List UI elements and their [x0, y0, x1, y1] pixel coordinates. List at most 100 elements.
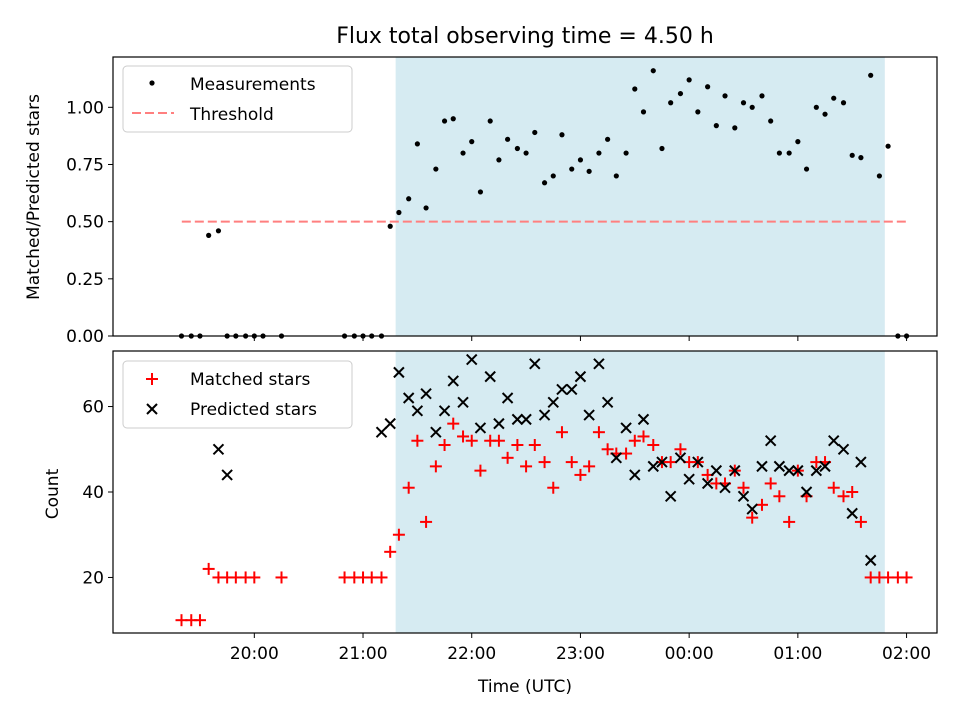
predicted-star-point: [212, 443, 225, 455]
predicted-star-point: [800, 486, 813, 498]
predicted-star-stroke-b: [819, 460, 831, 473]
predicted-star-point: [384, 417, 396, 430]
matched-star-point: [647, 439, 660, 451]
measurement-point: [414, 141, 420, 147]
predicted-star-stroke-b: [411, 405, 424, 417]
predicted-star-stroke-b: [773, 460, 786, 473]
predicted-star-point: [466, 353, 478, 366]
matched-star-point: [384, 545, 397, 558]
measurement-point: [740, 100, 747, 106]
matched-star-point: [565, 456, 578, 469]
matched-star-point: [846, 486, 859, 498]
top-legend-box: [122, 65, 353, 133]
measurement-point: [803, 166, 810, 172]
predicted-star-point: [719, 482, 731, 494]
bottom-legend-box: [122, 360, 353, 429]
matched-star-point: [592, 426, 605, 439]
measurement-point: [623, 150, 629, 156]
measurement-point: [550, 173, 556, 179]
predicted-star-stroke-b: [746, 503, 758, 515]
measurement-point: [505, 136, 511, 142]
matched-star-point: [438, 439, 451, 451]
predicted-star-stroke-b: [620, 422, 632, 434]
top-y-tick-label: 0.75: [66, 155, 104, 175]
predicted-star-stroke-b: [756, 460, 768, 473]
top-legend: Measurements Threshold: [122, 65, 353, 133]
legend-matched-label: Matched stars: [190, 370, 310, 390]
measurement-point: [450, 116, 456, 122]
measurement-point: [514, 145, 520, 152]
predicted-star-stroke-b: [729, 464, 741, 477]
matched-star-point: [900, 571, 913, 584]
predicted-star-stroke-b: [420, 388, 432, 400]
measurement-point: [523, 150, 529, 156]
matched-star-point: [674, 443, 687, 456]
predicted-star-point: [683, 473, 695, 485]
chart-title: Flux total observing time = 4.50 h: [336, 24, 714, 49]
matched-star-point: [637, 430, 650, 443]
measurement-point: [433, 166, 439, 172]
predicted-star-point: [656, 456, 668, 468]
predicted-star-point: [846, 507, 858, 520]
measurement-point: [849, 152, 855, 158]
measurement-point: [749, 104, 755, 110]
predicted-star-stroke-b: [583, 409, 595, 421]
predicted-star-point: [484, 370, 496, 383]
predicted-star-point: [647, 460, 659, 473]
x-tick-label: 00:00: [665, 644, 714, 664]
measurement-point: [695, 109, 701, 115]
measurement-point: [460, 150, 466, 156]
bottom-plot-marks: [175, 353, 913, 627]
measurement-point: [776, 150, 782, 156]
measurement-point: [487, 118, 493, 124]
predicted-star-stroke-b: [800, 486, 813, 498]
matched-star-point: [520, 460, 533, 473]
predicted-star-point: [828, 435, 840, 447]
measurement-point: [477, 189, 484, 195]
matched-star-point: [583, 460, 596, 473]
predicted-star-point: [511, 413, 524, 426]
top-panel: 0.00 0.25 0.50 0.75 1.00 Matched/Predicted s…: [24, 56, 938, 347]
matched-star-point: [501, 451, 514, 464]
predicted-star-point: [501, 392, 514, 404]
matched-star-point: [827, 481, 840, 494]
legend-threshold-label: Threshold: [189, 105, 274, 125]
measurement-point: [441, 118, 448, 124]
bottom-panel: 20 40 60 20:00 21:00 22:00 23:00 00:00 01:00 02:0…: [43, 350, 938, 697]
predicted-star-stroke-b: [402, 392, 415, 404]
predicted-star-point: [783, 464, 795, 477]
predicted-star-stroke-b: [393, 366, 405, 379]
measurement-point: [732, 125, 738, 131]
predicted-star-stroke-b: [792, 464, 804, 477]
predicted-star-point: [438, 405, 451, 417]
matched-star-point: [492, 434, 505, 447]
predicted-star-stroke-b: [547, 396, 559, 408]
matched-star-point: [202, 562, 215, 575]
matched-star-point: [402, 481, 415, 494]
top-y-tick-label: 0.25: [66, 270, 104, 290]
measurement-point: [469, 139, 475, 145]
predicted-star-point: [837, 443, 850, 455]
measurement-point: [215, 228, 222, 234]
predicted-star-stroke-b: [664, 490, 677, 502]
matched-star-point: [248, 571, 261, 584]
matched-star-point: [574, 468, 587, 481]
predicted-star-stroke-b: [474, 422, 487, 434]
top-y-tick-label: 1.00: [66, 98, 104, 118]
predicted-star-point: [810, 464, 823, 477]
predicted-star-point: [420, 388, 432, 400]
matched-star-point: [474, 464, 487, 477]
matched-star-point: [547, 481, 560, 494]
matched-star-point: [628, 434, 641, 447]
predicted-star-point: [221, 469, 233, 481]
measurement-point: [559, 132, 565, 138]
predicted-star-point: [773, 460, 786, 473]
bottom-y-tick-label: 40: [82, 483, 104, 503]
predicted-star-stroke-b: [683, 473, 695, 485]
measurement-point: [722, 93, 728, 99]
bottom-y-axis-label: Count: [43, 468, 63, 519]
x-tick-label: 22:00: [447, 644, 496, 664]
matched-star-point: [538, 456, 551, 469]
predicted-star-stroke-b: [701, 477, 714, 490]
